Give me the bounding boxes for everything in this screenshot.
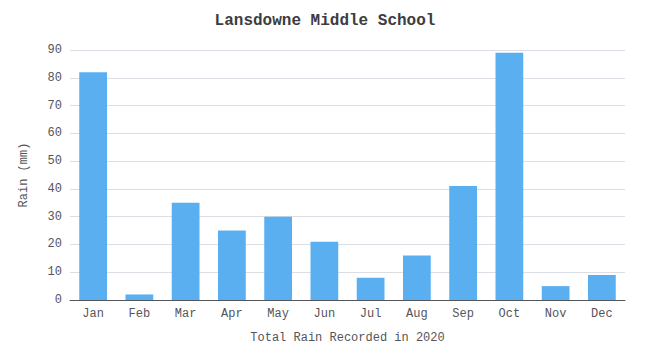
- svg-text:20: 20: [48, 237, 62, 251]
- svg-text:May: May: [267, 307, 289, 321]
- svg-text:Jan: Jan: [82, 307, 104, 321]
- svg-text:Dec: Dec: [591, 307, 613, 321]
- svg-text:80: 80: [48, 71, 62, 85]
- svg-text:Mar: Mar: [175, 307, 197, 321]
- svg-text:10: 10: [48, 265, 62, 279]
- svg-text:Sep: Sep: [452, 307, 474, 321]
- svg-text:Rain (mm): Rain (mm): [17, 143, 31, 208]
- svg-text:Aug: Aug: [406, 307, 428, 321]
- svg-text:Feb: Feb: [129, 307, 151, 321]
- svg-text:Jul: Jul: [360, 307, 382, 321]
- svg-text:70: 70: [48, 99, 62, 113]
- svg-text:40: 40: [48, 182, 62, 196]
- svg-text:Jun: Jun: [314, 307, 336, 321]
- svg-text:90: 90: [48, 43, 62, 57]
- svg-text:Total Rain Recorded in 2020: Total Rain Recorded in 2020: [250, 331, 444, 345]
- svg-text:Nov: Nov: [545, 307, 567, 321]
- svg-text:50: 50: [48, 154, 62, 168]
- svg-text:Oct: Oct: [499, 307, 521, 321]
- svg-text:30: 30: [48, 210, 62, 224]
- svg-text:60: 60: [48, 126, 62, 140]
- svg-text:Apr: Apr: [221, 307, 243, 321]
- svg-text:Lansdowne Middle School: Lansdowne Middle School: [215, 12, 436, 30]
- svg-text:0: 0: [55, 293, 62, 307]
